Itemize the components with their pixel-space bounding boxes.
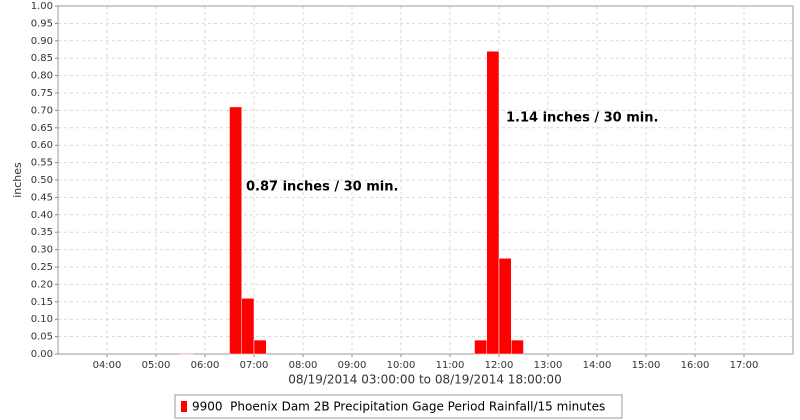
x-axis-label: 08/19/2014 03:00:00 to 08/19/2014 18:00:… [288,373,561,387]
y-tick-label: 0.05 [31,332,53,343]
y-tick-label: 0.30 [31,245,53,256]
x-tick-label: 15:00 [632,360,661,371]
x-tick-label: 11:00 [436,360,465,371]
legend-label: 9900 Phoenix Dam 2B Precipitation Gage P… [192,400,605,414]
y-tick-label: 0.60 [31,140,53,151]
y-tick-label: 1.00 [31,1,53,12]
annotation: 1.14 inches / 30 min. [506,111,658,126]
y-tick-label: 0.70 [31,105,53,116]
y-tick-label: 0.65 [31,123,53,134]
y-tick-label: 0.90 [31,36,53,47]
y-tick-label: 0.35 [31,227,53,238]
y-tick-label: 0.00 [31,349,53,360]
y-tick-label: 0.10 [31,314,53,325]
x-tick-label: 05:00 [142,360,171,371]
x-tick-label: 10:00 [387,360,416,371]
y-tick-label: 0.50 [31,175,53,186]
x-tick-label: 17:00 [730,360,759,371]
y-tick-label: 0.20 [31,279,53,290]
x-tick-label: 12:00 [485,360,514,371]
x-tick-label: 04:00 [93,360,122,371]
y-axis-label: inches [11,162,24,198]
y-tick-label: 0.75 [31,88,53,99]
x-tick-label: 13:00 [534,360,563,371]
bar [180,353,193,355]
bar [498,258,512,355]
bar [474,339,487,355]
x-tick-label: 06:00 [191,360,220,371]
bar [511,339,524,355]
annotation: 0.87 inches / 30 min. [246,180,398,195]
y-tick-label: 0.85 [31,53,53,64]
y-tick-label: 0.80 [31,71,53,82]
plot-frame [57,5,794,355]
x-tick-label: 14:00 [583,360,612,371]
y-tick-label: 0.40 [31,210,53,221]
y-tick-label: 0.95 [31,18,53,29]
bar [229,106,242,355]
x-tick-label: 07:00 [240,360,269,371]
legend [174,394,623,419]
legend-swatch [181,401,187,412]
y-tick-label: 0.15 [31,297,53,308]
y-tick-label: 0.25 [31,262,53,273]
y-tick-label: 0.55 [31,158,53,169]
x-tick-label: 08:00 [289,360,318,371]
y-tick-label: 0.45 [31,192,53,203]
bar [253,339,267,355]
bar [486,50,500,355]
bar [241,298,255,355]
x-tick-label: 16:00 [681,360,710,371]
x-tick-label: 09:00 [338,360,367,371]
